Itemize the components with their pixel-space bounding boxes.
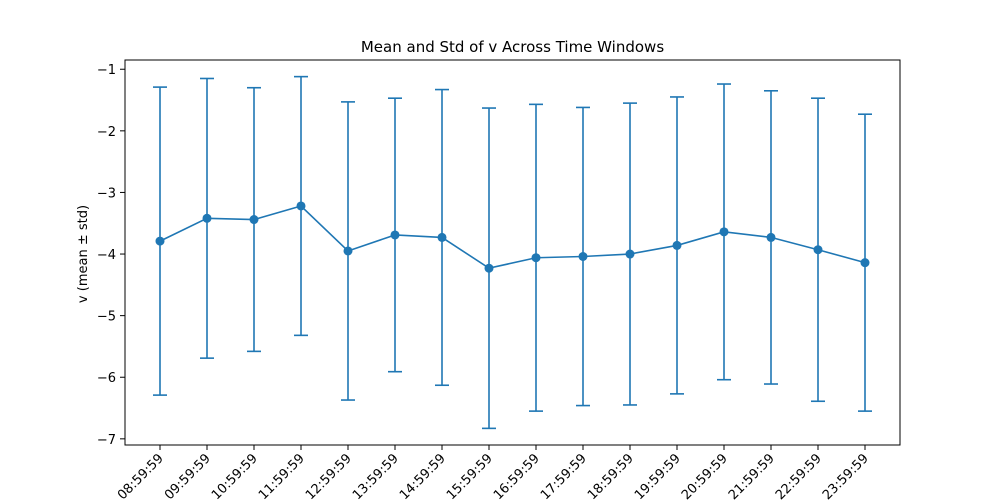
data-point [343,246,353,256]
data-point [766,232,776,242]
y-tick-label: −4 [97,248,116,263]
y-tick-label: −3 [97,186,116,201]
data-point [202,213,212,223]
data-point [672,240,682,250]
y-tick-label: −1 [97,63,116,78]
chart-title: Mean and Std of v Across Time Windows [361,38,664,56]
y-tick-label: −6 [97,371,116,386]
data-point [719,227,729,237]
y-axis-label: v (mean ± std) [76,205,91,303]
data-point [296,201,306,211]
data-point [813,245,823,255]
data-point [860,258,870,268]
data-point [437,232,447,242]
series-line [159,205,866,270]
y-tick-label: −7 [97,433,116,448]
data-point [390,230,400,240]
data-point [578,252,588,262]
data-point [625,249,635,259]
data-point [249,215,259,225]
data-point [531,253,541,263]
y-tick-label: −2 [97,125,116,140]
y-tick-label: −5 [97,310,116,325]
data-point [484,263,494,273]
data-point [155,236,165,246]
axes-frame [124,59,901,446]
